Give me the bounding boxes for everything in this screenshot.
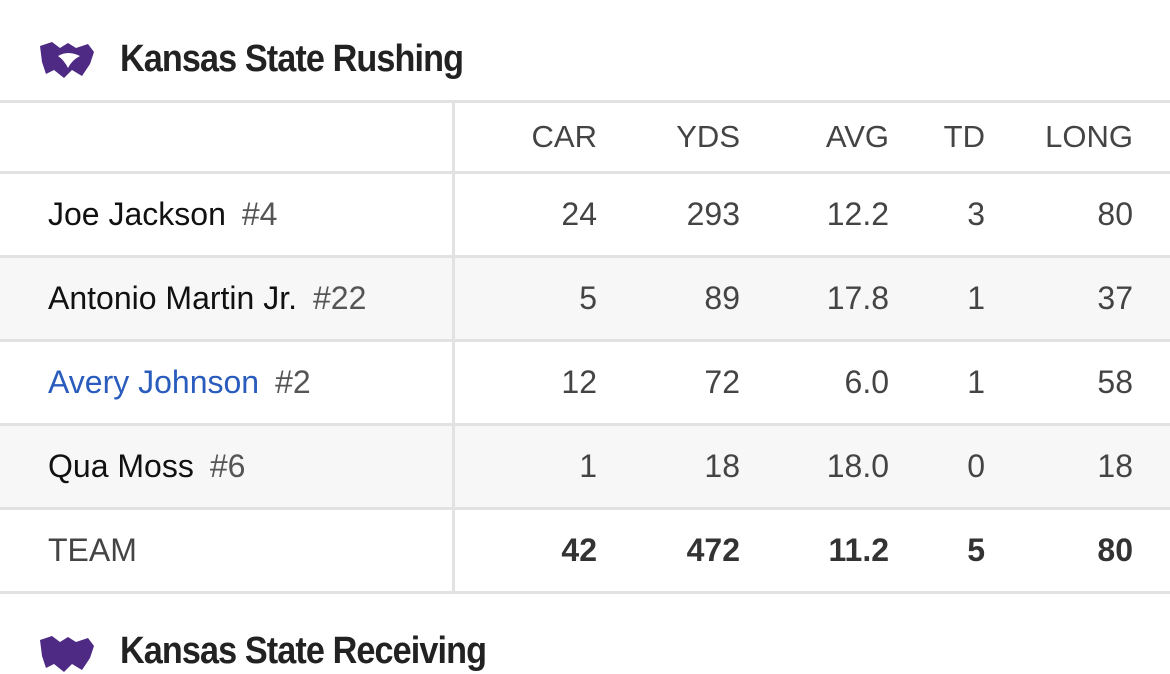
stat-cell: 1 [579, 448, 597, 484]
stat-cell: 18 [1097, 448, 1133, 484]
stat-cell: 0 [967, 448, 985, 484]
player-row: Qua Moss #6 1 18 18.0 0 18 [0, 426, 1170, 510]
player-number: #6 [209, 448, 246, 484]
section-title: Kansas State Receiving [120, 630, 487, 672]
stat-cell: 12.2 [826, 196, 889, 232]
player-number: #4 [241, 196, 278, 232]
player-name: Joe Jackson [48, 196, 226, 232]
column-divider [452, 510, 455, 591]
column-header: AVG [825, 119, 889, 154]
column-divider [452, 258, 455, 339]
stat-cell: 18 [704, 448, 740, 484]
column-divider [452, 342, 455, 423]
player-row: Avery Johnson #2 12 72 6.0 1 58 [0, 342, 1170, 426]
stat-cell: 293 [686, 196, 740, 232]
total-cell: 80 [1097, 532, 1133, 568]
player-number: #22 [313, 280, 367, 316]
player-cell: Qua Moss #6 [48, 426, 245, 507]
header-row: CAR YDS AVG TD LONG [0, 100, 1170, 174]
stat-cell: 1 [967, 280, 985, 316]
stat-cell: 80 [1097, 196, 1133, 232]
team-logo [40, 42, 94, 78]
total-cell: 5 [967, 532, 985, 568]
total-row: TEAM 42 472 11.2 5 80 [0, 510, 1170, 594]
stat-cell: 58 [1097, 364, 1133, 400]
player-cell: Joe Jackson #4 [48, 174, 277, 255]
player-row: Antonio Martin Jr. #22 5 89 17.8 1 37 [0, 258, 1170, 342]
total-label: TEAM [48, 532, 137, 568]
player-name[interactable]: Qua Moss [48, 448, 194, 484]
stat-cell: 12 [561, 364, 597, 400]
stat-cell: 37 [1097, 280, 1133, 316]
column-divider [452, 103, 455, 171]
page: Kansas State Rushing CAR YDS AVG TD LONG Joe … [0, 38, 1170, 672]
player-name: Antonio Martin Jr. [48, 280, 297, 316]
player-cell: Antonio Martin Jr. #22 [48, 258, 366, 339]
total-cell: 472 [686, 532, 740, 568]
section-title: Kansas State Rushing [120, 38, 464, 80]
team-logo [40, 636, 94, 672]
total-cell: 11.2 [828, 532, 889, 568]
column-header: TD [943, 119, 985, 154]
stat-cell: 1 [967, 364, 985, 400]
stat-cell: 6.0 [844, 364, 889, 400]
column-header: LONG [1045, 119, 1133, 154]
column-header: CAR [531, 119, 597, 154]
stat-cell: 72 [704, 364, 740, 400]
column-divider [452, 426, 455, 507]
stat-cell: 24 [561, 196, 597, 232]
stat-cell: 3 [967, 196, 985, 232]
player-row: Joe Jackson #4 24 293 12.2 3 80 [0, 174, 1170, 258]
stat-cell: 17.8 [826, 280, 889, 316]
stat-cell: 89 [704, 280, 740, 316]
column-header: YDS [676, 119, 740, 154]
stat-cell: 18.0 [826, 448, 889, 484]
player-number: #2 [275, 364, 311, 400]
stat-cell: 5 [579, 280, 597, 316]
column-divider [452, 174, 455, 255]
player-name: Avery Johnson [48, 364, 260, 400]
total-cell: 42 [561, 532, 597, 568]
player-cell: Avery Johnson #2 [48, 342, 311, 423]
